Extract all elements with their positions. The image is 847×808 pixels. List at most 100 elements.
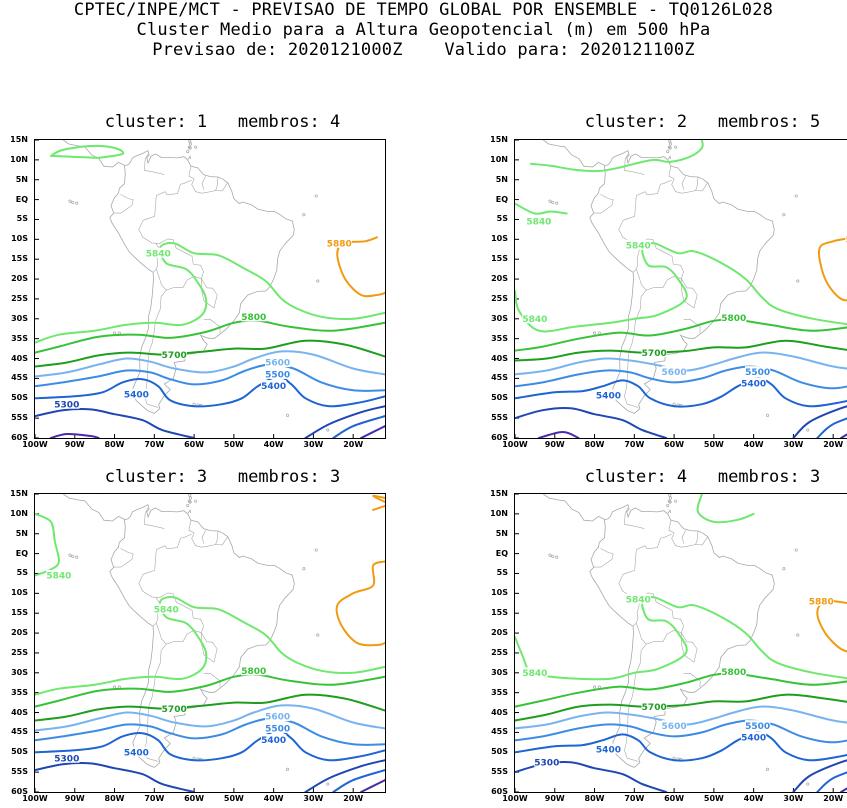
contour-label: 5600 [265, 713, 290, 723]
country-border [681, 278, 698, 309]
coastline [542, 140, 605, 168]
lon-tick-label: 90W [544, 794, 565, 803]
contour-label: 5700 [162, 351, 187, 361]
country-border [668, 520, 708, 548]
contour-5400 [332, 415, 385, 438]
island [668, 140, 672, 143]
contour-5840 [529, 140, 704, 173]
lat-tick-label: 5N [15, 174, 28, 184]
contour-label-bg [625, 593, 651, 604]
contour-label-bg [123, 746, 150, 757]
coastline [187, 509, 191, 514]
contour-5200 [360, 779, 385, 792]
island [316, 279, 320, 283]
lat-tick-label: 10S [491, 588, 508, 598]
island [75, 555, 79, 559]
coastline [667, 155, 671, 160]
island [188, 142, 193, 146]
lat-tick-label: 25S [11, 647, 28, 657]
contour-label: 5880 [809, 597, 834, 607]
lat-tick-label: 10S [491, 234, 508, 244]
island [666, 503, 670, 508]
island [592, 685, 597, 689]
island [75, 201, 79, 205]
contour-5300 [304, 405, 385, 438]
lat-tick-label: 35S [11, 333, 28, 343]
lat-tick-label: 20S [11, 628, 28, 638]
country-border [215, 531, 219, 545]
lat-tick-label: 40S [491, 353, 508, 363]
contour-label: 5840 [154, 605, 179, 615]
island [806, 428, 810, 432]
lat-tick-label: 5S [496, 214, 508, 224]
country-border [215, 177, 219, 191]
contour-5300 [792, 759, 847, 792]
contour-label-bg [153, 603, 179, 614]
lat-tick-label: 35S [491, 333, 508, 343]
contour-label-bg [595, 389, 622, 400]
country-border [681, 530, 686, 544]
island [68, 199, 72, 203]
contour-label-bg [526, 215, 552, 226]
lat-tick-label: EQ [495, 194, 508, 204]
country-border [203, 672, 221, 688]
island [194, 145, 198, 149]
contour-label-bg [661, 366, 687, 377]
contour-label: 5800 [241, 667, 266, 677]
contour-label-bg [808, 595, 834, 606]
contour-label: 5600 [662, 368, 687, 378]
lon-tick-label: 40W [263, 440, 284, 449]
lat-tick-label: 15N [490, 135, 508, 144]
contour-label: 5840 [522, 315, 547, 325]
contour-label: 5700 [642, 703, 667, 713]
lon-tick-label: 80W [104, 794, 125, 803]
lon-tick-label: 40W [263, 794, 284, 803]
contour-label: 5600 [265, 359, 290, 369]
island [674, 499, 678, 503]
lon-tick-label: 90W [64, 440, 85, 449]
island [188, 140, 192, 143]
lat-tick-label: 55S [491, 413, 508, 423]
contour-label: 5600 [662, 722, 687, 732]
country-border [201, 632, 218, 663]
lon-tick-label: 60W [184, 440, 205, 449]
contour-5400 [816, 771, 847, 792]
coastline [589, 150, 775, 414]
contour-label: 5840 [626, 241, 651, 251]
lon-tick-label: 20W [823, 440, 844, 449]
country-border [188, 166, 228, 194]
contour-5840 [35, 242, 385, 344]
contour-5700 [515, 339, 847, 362]
cluster-map-panel: 15N 10N 5N EQ 5S 10S 15S 20S 25S 30S 35S 40S 45S 50S 5… [2, 134, 392, 454]
country-border [632, 622, 637, 627]
contour-5880 [372, 494, 385, 503]
coastline [667, 509, 671, 514]
coastline [109, 504, 295, 768]
contour-label-bg [265, 722, 291, 733]
country-border [624, 507, 645, 529]
country-border [113, 548, 134, 568]
contour-label: 5840 [626, 595, 651, 605]
lat-tick-label: 25S [491, 293, 508, 303]
lat-tick-label: 55S [491, 767, 508, 777]
island [187, 499, 191, 503]
country-border [138, 191, 166, 259]
lon-tick-label: 90W [64, 794, 85, 803]
lat-tick-label: 15S [11, 608, 28, 618]
country-border [593, 548, 614, 568]
contour-label: 5840 [146, 249, 171, 259]
country-border [203, 318, 221, 334]
island [314, 194, 318, 198]
contour-label: 5400 [124, 748, 149, 758]
island [186, 503, 190, 508]
lon-tick-label: 60W [664, 440, 685, 449]
contour-label-bg [641, 701, 667, 712]
country-border [164, 179, 192, 196]
contour-label-bg [54, 752, 80, 763]
contour-label: 5400 [741, 733, 766, 743]
island [326, 782, 330, 786]
contour-label-bg [745, 720, 771, 731]
